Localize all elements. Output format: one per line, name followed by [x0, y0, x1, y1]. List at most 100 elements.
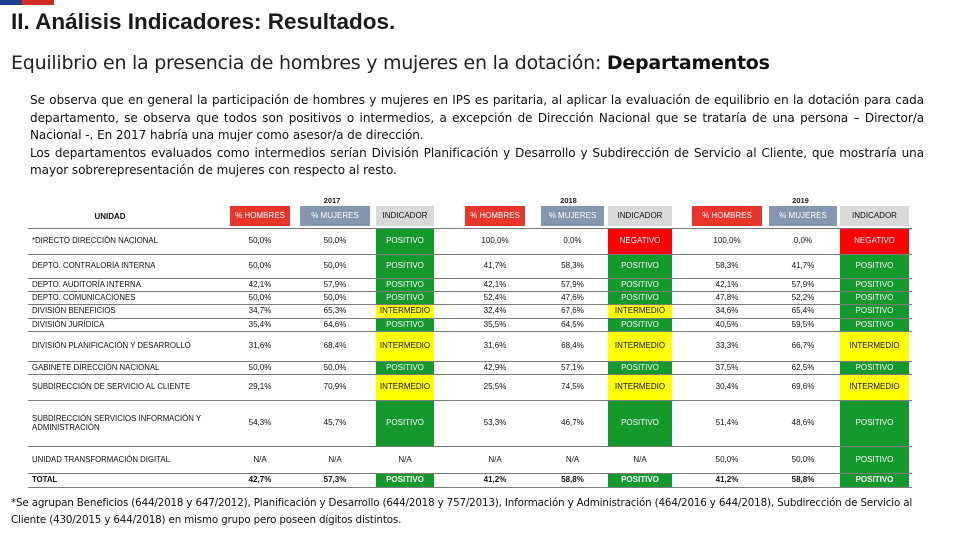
table-row-unit: DEPTO. CONTRALORÍA INTERNA: [32, 261, 156, 271]
percent-men-cell: 41,7%: [483, 261, 507, 271]
percent-men-cell: 25,5%: [483, 382, 507, 392]
percent-men-cell: 42,9%: [483, 362, 507, 372]
table-row-divider: [28, 278, 912, 279]
year-label: 2019: [792, 195, 809, 205]
percent-men-cell: 37,5%: [715, 362, 739, 372]
indicator-cell: N/A: [376, 447, 434, 473]
indicator-cell: POSITIVO: [840, 292, 909, 304]
percent-women-cell: 41,7%: [791, 261, 815, 271]
indicator-cell: POSITIVO: [608, 279, 672, 291]
table-row-unit: SUBDIRECCIÓN SERVICIOS INFORMACIÓN Y ADM…: [32, 413, 201, 432]
indicator-cell: NEGATIVO: [840, 229, 909, 254]
subtitle-emphasis: Departamentos: [606, 52, 770, 74]
percent-women-cell: 50,0%: [791, 454, 815, 464]
percent-women-cell: 50,0%: [323, 292, 347, 302]
table-row-unit: SUBDIRECCIÓN DE SERVICIO AL CLIENTE: [32, 382, 191, 392]
table-row-unit: *DIRECTO DIRECCIÓN NACIONAL: [32, 236, 158, 246]
indicator-cell: POSITIVO: [840, 319, 909, 331]
column-header: % HOMBRES: [692, 206, 762, 226]
percent-men-cell: 34,7%: [248, 306, 272, 316]
table-row-divider: [28, 228, 912, 229]
percent-men-cell: 42,1%: [483, 279, 507, 289]
indicator-cell: N/A: [608, 447, 672, 473]
percent-women-cell: 64,5%: [561, 319, 584, 329]
table-row-unit: DIVISIÓN PLANIFICACIÓN Y DESARROLLO: [32, 341, 191, 351]
percent-men-cell: 100,0%: [713, 236, 741, 246]
year-label: 2018: [560, 195, 577, 205]
table-row-divider: [28, 291, 912, 292]
percent-men-cell: 35,5%: [483, 319, 507, 329]
indicator-cell: POSITIVO: [376, 255, 434, 278]
indicator-cell: INTERMEDIO: [840, 332, 909, 361]
percent-women-cell: 74,5%: [561, 382, 584, 392]
table-row-unit: GABINETE DIRECCIÓN NACIONAL: [32, 362, 160, 372]
percent-men-cell: 42,7%: [248, 475, 272, 485]
indicator-cell: POSITIVO: [376, 474, 434, 487]
percent-men-cell: 50,0%: [248, 236, 272, 246]
table-row-divider: [28, 487, 912, 488]
percent-women-cell: 0,0%: [563, 236, 582, 246]
percent-women-cell: 48,6%: [791, 418, 815, 428]
results-table: 2017 2018 2019 UNIDAD% HOMBRES% MUJERES INDI…: [28, 193, 912, 489]
indicator-cell: POSITIVO: [840, 279, 909, 291]
percent-men-cell: 50,0%: [715, 454, 739, 464]
percent-women-cell: N/A: [328, 454, 342, 464]
percent-men-cell: 50,0%: [248, 362, 272, 372]
percent-women-cell: N/A: [565, 454, 580, 464]
column-header: INDICADOR: [376, 206, 434, 226]
table-row-divider: [28, 254, 912, 255]
percent-women-cell: 57,9%: [561, 279, 584, 289]
indicator-cell: INTERMEDIO: [376, 305, 434, 318]
indicator-cell: POSITIVO: [840, 447, 909, 473]
indicator-cell: NEGATIVO: [608, 229, 672, 254]
percent-women-cell: 50,0%: [323, 261, 347, 271]
table-row-unit: DEPTO. AUDITORÍA INTERNA: [32, 279, 141, 289]
percent-women-cell: 59,5%: [791, 319, 815, 329]
percent-women-cell: 70,9%: [323, 382, 347, 392]
indicator-cell: INTERMEDIO: [608, 375, 672, 400]
percent-men-cell: 42,1%: [715, 279, 739, 289]
indicator-cell: POSITIVO: [376, 362, 434, 374]
indicator-cell: POSITIVO: [376, 319, 434, 331]
table-row-divider: [28, 400, 912, 401]
column-header: % HOMBRES: [465, 206, 525, 226]
percent-men-cell: 41,2%: [483, 475, 507, 485]
percent-men-cell: 50,0%: [248, 292, 272, 302]
percent-women-cell: 0,0%: [793, 236, 813, 246]
indicator-cell: INTERMEDIO: [376, 375, 434, 400]
percent-men-cell: 33,3%: [715, 341, 739, 351]
indicator-cell: POSITIVO: [608, 401, 672, 446]
percent-men-cell: 51,4%: [715, 418, 739, 428]
percent-men-cell: N/A: [253, 454, 267, 464]
flag-stripe-red: [22, 0, 54, 5]
percent-women-cell: 62,5%: [791, 362, 815, 372]
indicator-cell: POSITIVO: [608, 292, 672, 304]
indicator-cell: POSITIVO: [840, 474, 909, 487]
percent-women-cell: 69,6%: [791, 382, 815, 392]
percent-women-cell: 68,4%: [323, 341, 347, 351]
table-row-divider: [28, 446, 912, 447]
subtitle-text: Equilibrio en la presencia de hombres y …: [11, 52, 607, 74]
page-subtitle: Equilibrio en la presencia de hombres y …: [11, 52, 770, 74]
table-row-divider: [28, 361, 912, 362]
percent-women-cell: 57,3%: [323, 475, 347, 485]
indicator-cell: POSITIVO: [840, 305, 909, 318]
indicator-cell: POSITIVO: [840, 401, 909, 446]
percent-women-cell: 58,8%: [561, 475, 584, 485]
table-row-divider: [28, 304, 912, 305]
percent-women-cell: 45,7%: [323, 418, 347, 428]
percent-women-cell: 47,6%: [561, 292, 584, 302]
column-header: % MUJERES: [541, 206, 604, 226]
percent-men-cell: 35,4%: [248, 319, 272, 329]
indicator-cell: POSITIVO: [376, 401, 434, 446]
indicator-cell: POSITIVO: [376, 292, 434, 304]
percent-women-cell: 66,7%: [791, 341, 815, 351]
flag-stripe-blue: [0, 0, 22, 5]
footnote: *Se agrupan Beneficios (644/2018 y 647/2…: [11, 497, 913, 526]
percent-men-cell: 58,3%: [715, 261, 739, 271]
table-row-unit: DIVISIÓN JURÍDICA: [32, 319, 105, 329]
indicator-cell: POSITIVO: [608, 319, 672, 331]
percent-women-cell: 57,9%: [791, 279, 815, 289]
table-row-divider: [28, 331, 912, 332]
intro-text: Se observa que en general la participaci…: [30, 92, 924, 180]
